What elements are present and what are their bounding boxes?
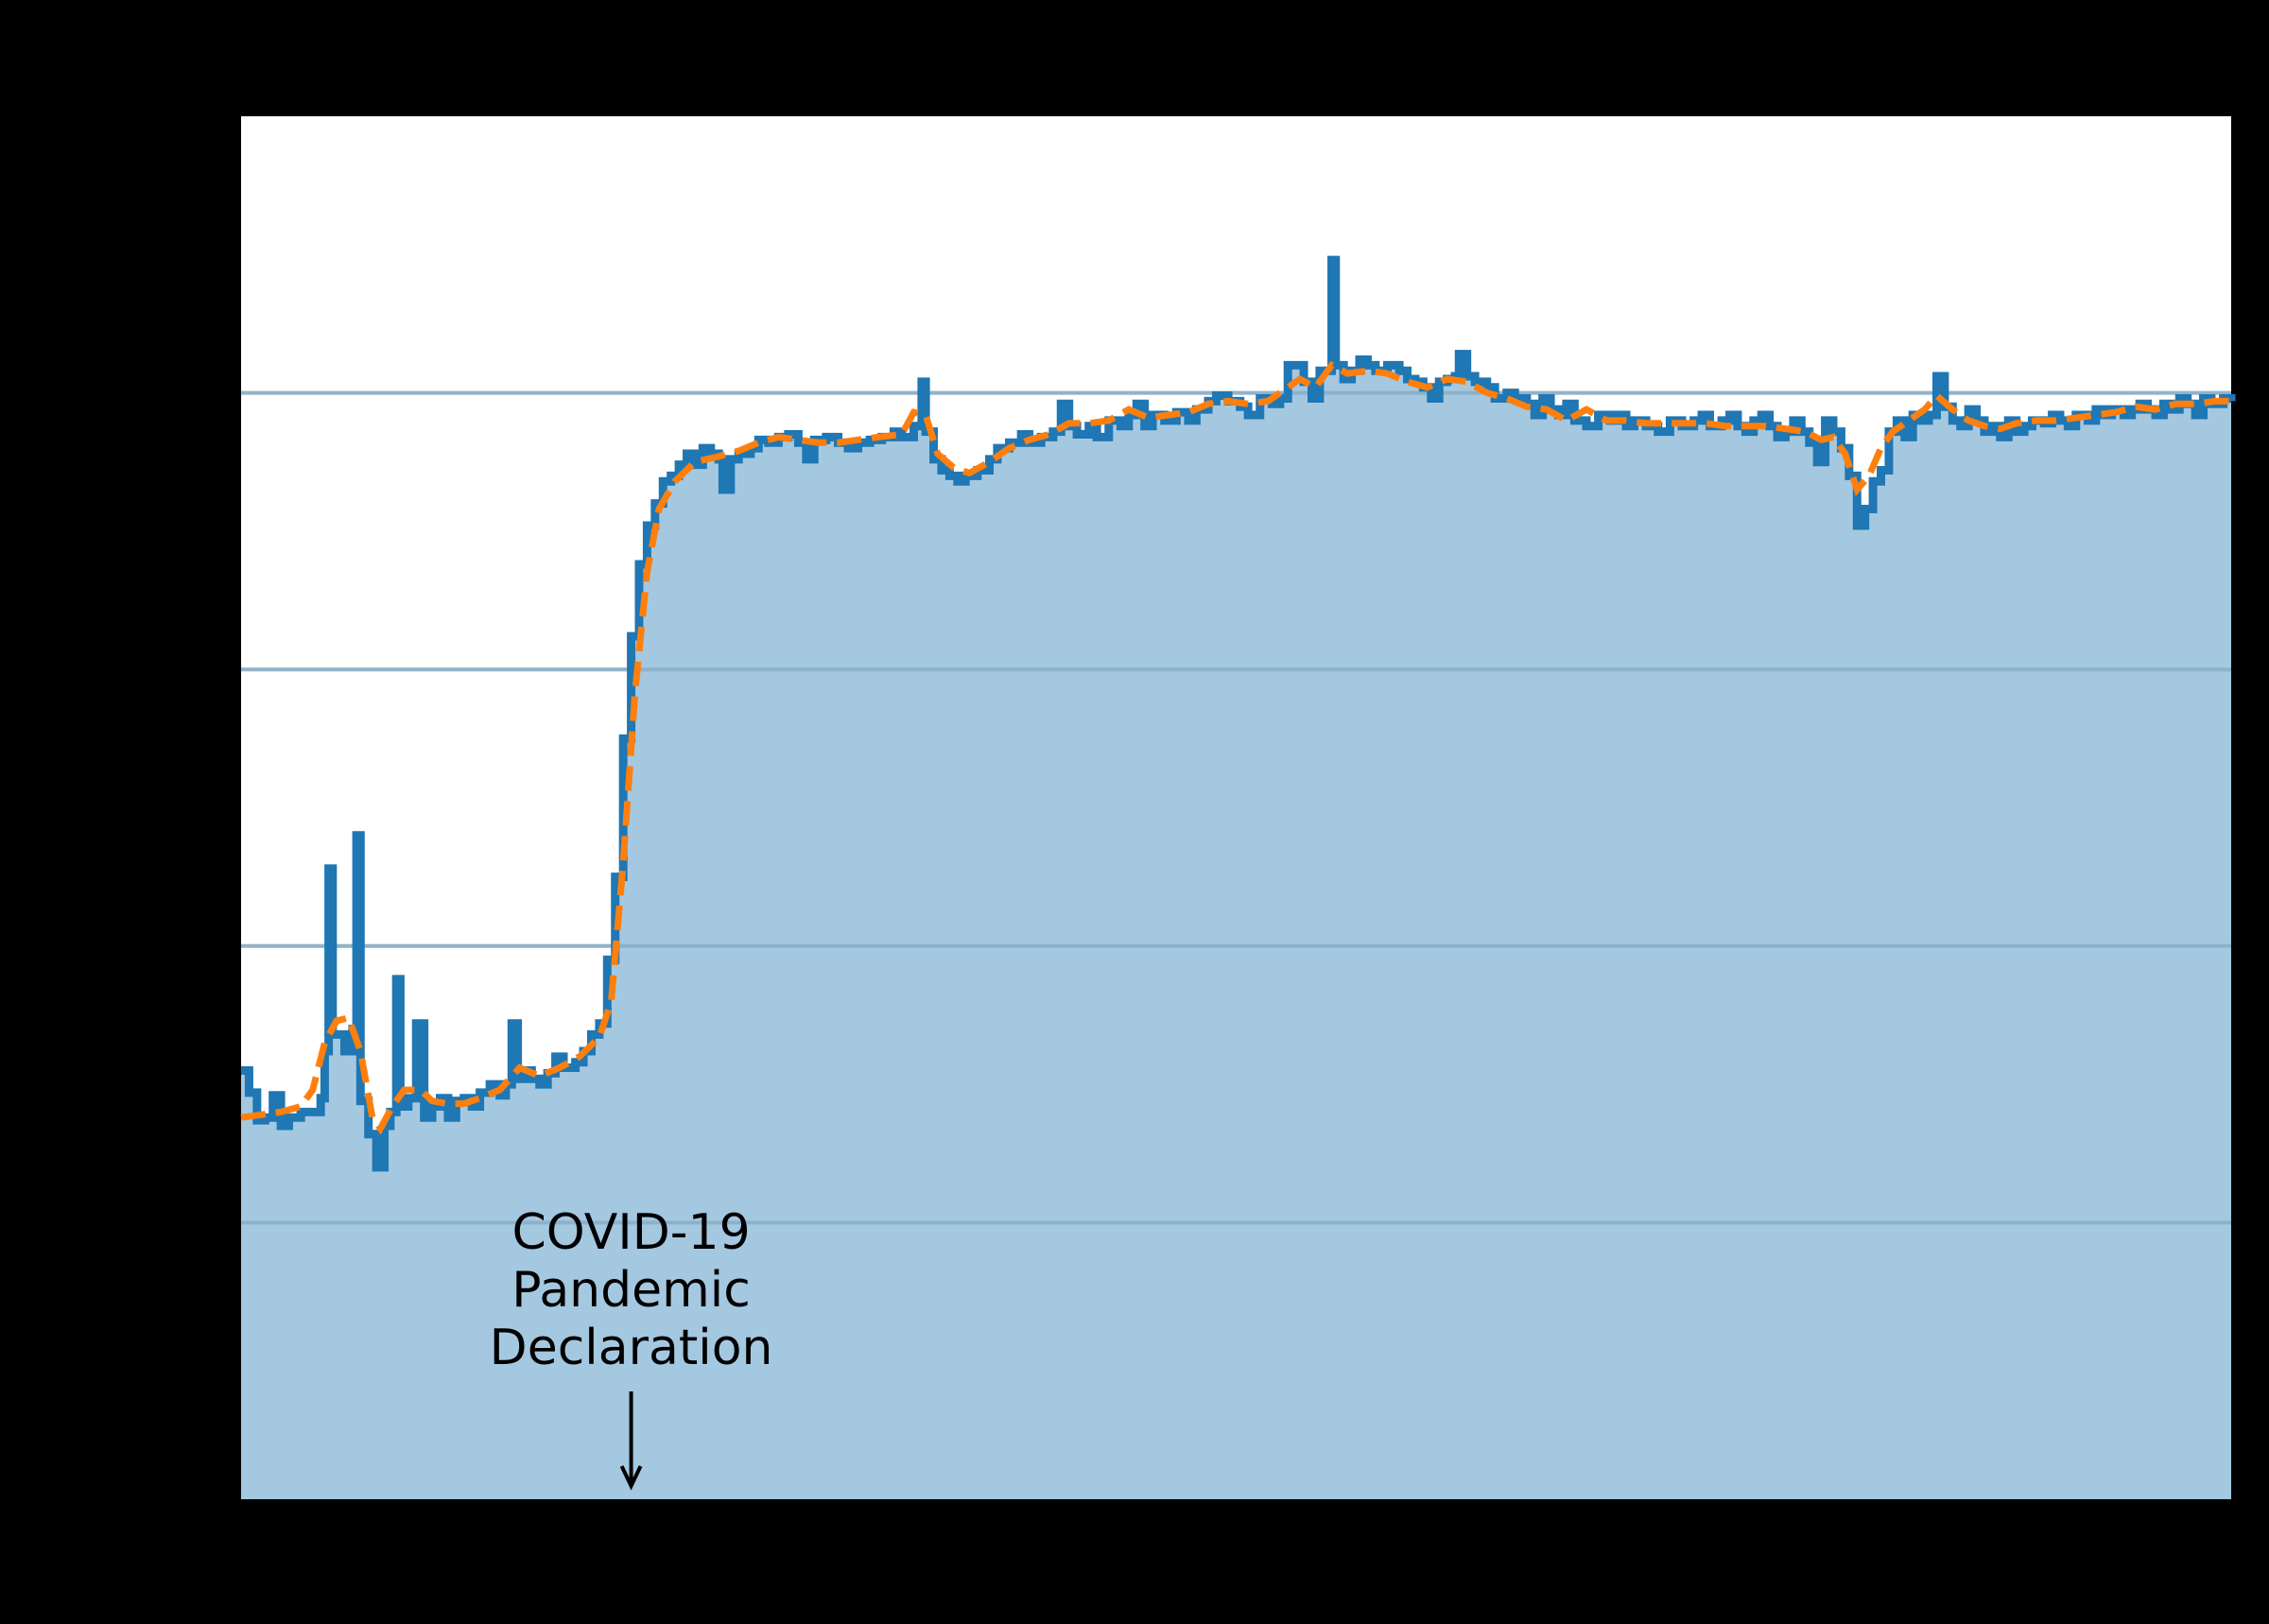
area-fill — [241, 260, 2231, 1500]
annotation-line-2: Pandemic — [511, 1262, 751, 1319]
pandemic-annotation: COVID-19 Pandemic Declaration — [490, 1204, 773, 1491]
down-arrow-icon — [619, 1465, 643, 1491]
annotation-line-3: Declaration — [490, 1320, 773, 1376]
smoothed-series-line — [240, 360, 2231, 1135]
grid-lines-over — [241, 390, 2231, 1225]
annotation-line-1: COVID-19 — [511, 1204, 750, 1261]
